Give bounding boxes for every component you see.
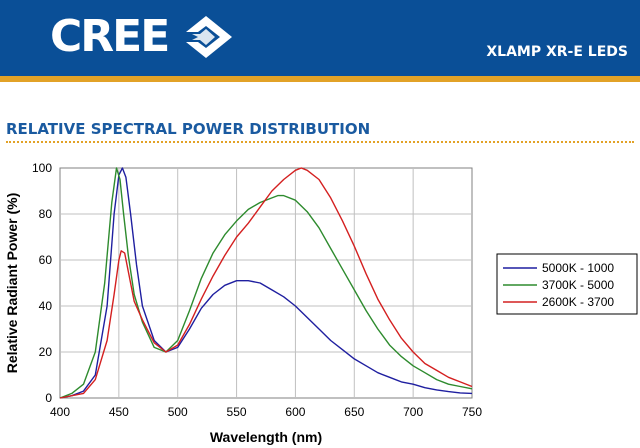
y-tick-label: 20 xyxy=(39,345,53,359)
x-tick-label: 550 xyxy=(227,405,247,419)
y-axis-title: Relative Radiant Power (%) xyxy=(4,193,20,374)
y-tick-label: 0 xyxy=(45,391,52,405)
x-tick-label: 500 xyxy=(168,405,188,419)
legend-box xyxy=(496,253,638,315)
x-tick-label: 400 xyxy=(50,405,70,419)
spectral-chart: 400 450 500 550 600 650 700 750 0 20 40 60 80 100 Wa… xyxy=(4,161,638,445)
y-tick-labels: 0 20 40 60 80 100 xyxy=(32,161,52,405)
y-tick-label: 80 xyxy=(39,207,53,221)
legend-entry: 3700K - 5000 xyxy=(542,278,614,292)
brand-logo: CREE xyxy=(50,11,170,62)
header-bar: CREE XLAMP XR-E LEDS xyxy=(0,0,640,76)
series-line xyxy=(59,167,473,399)
series-line xyxy=(59,167,473,399)
x-tick-labels: 400 450 500 550 600 650 700 750 xyxy=(50,405,482,419)
product-title: XLAMP XR-E LEDS xyxy=(486,44,628,60)
series-group xyxy=(59,167,473,399)
section-title: RELATIVE SPECTRAL POWER DISTRIBUTION xyxy=(6,120,371,138)
y-tick-label: 100 xyxy=(32,161,52,175)
series-line xyxy=(59,167,473,399)
legend-entry: 5000K - 1000 xyxy=(542,261,614,275)
x-axis-title: Wavelength (nm) xyxy=(210,429,322,445)
section-divider xyxy=(6,141,634,143)
legend: 5000K - 1000 3700K - 5000 2600K - 3700 xyxy=(496,253,638,315)
plot-area xyxy=(59,167,473,399)
x-tick-label: 750 xyxy=(462,405,482,419)
header-stripe xyxy=(0,76,640,82)
y-tick-label: 60 xyxy=(39,253,53,267)
x-tick-label: 450 xyxy=(109,405,129,419)
brand-chevron-icon xyxy=(186,16,232,58)
legend-entry: 2600K - 3700 xyxy=(542,295,614,309)
y-tick-label: 40 xyxy=(39,299,53,313)
x-tick-label: 600 xyxy=(285,405,305,419)
x-tick-label: 700 xyxy=(403,405,423,419)
x-tick-label: 650 xyxy=(344,405,364,419)
